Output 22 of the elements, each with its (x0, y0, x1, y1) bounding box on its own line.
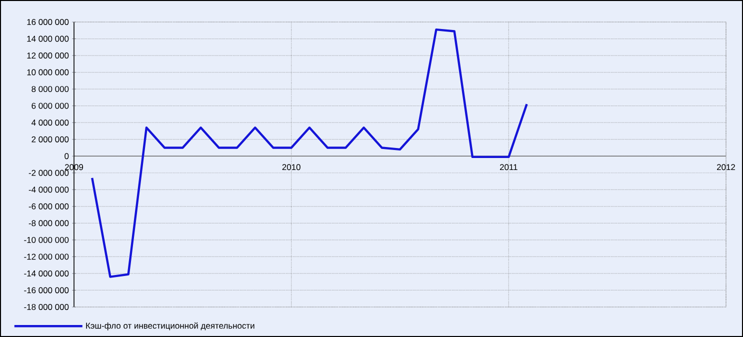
y-tick-label: -18 000 000 (24, 304, 69, 310)
y-tick-label: 16 000 000 (27, 19, 69, 25)
y-tick-label: 2 000 000 (32, 136, 69, 142)
y-tick-label: 0 (64, 153, 69, 160)
y-tick-label: -16 000 000 (24, 287, 69, 294)
text: Кэш-фло от инвестиционной деятельности (86, 322, 254, 330)
y-tick-label: 4 000 000 (32, 120, 69, 126)
y-tick-label: -4 000 000 (28, 186, 69, 193)
y-tick-label: 6 000 000 (32, 102, 69, 109)
x-tick-label: 2012 (717, 164, 735, 170)
x-tick-label: 2011 (500, 164, 518, 170)
y-tick-label: 10 000 000 (27, 69, 69, 76)
y-tick-label: -2 000 000 (28, 170, 69, 176)
y-tick-label: -8 000 000 (28, 220, 69, 226)
y-tick-label: -6 000 000 (28, 203, 69, 210)
y-tick-label: -10 000 000 (24, 236, 69, 243)
y-tick-label: 12 000 000 (27, 52, 69, 59)
y-tick-label: 14 000 000 (27, 36, 69, 42)
x-tick-label: 2010 (282, 164, 300, 170)
y-tick-label: 8 000 000 (32, 86, 69, 92)
y-tick-label: -12 000 000 (24, 254, 69, 260)
y-tick-label: -14 000 000 (24, 270, 69, 276)
